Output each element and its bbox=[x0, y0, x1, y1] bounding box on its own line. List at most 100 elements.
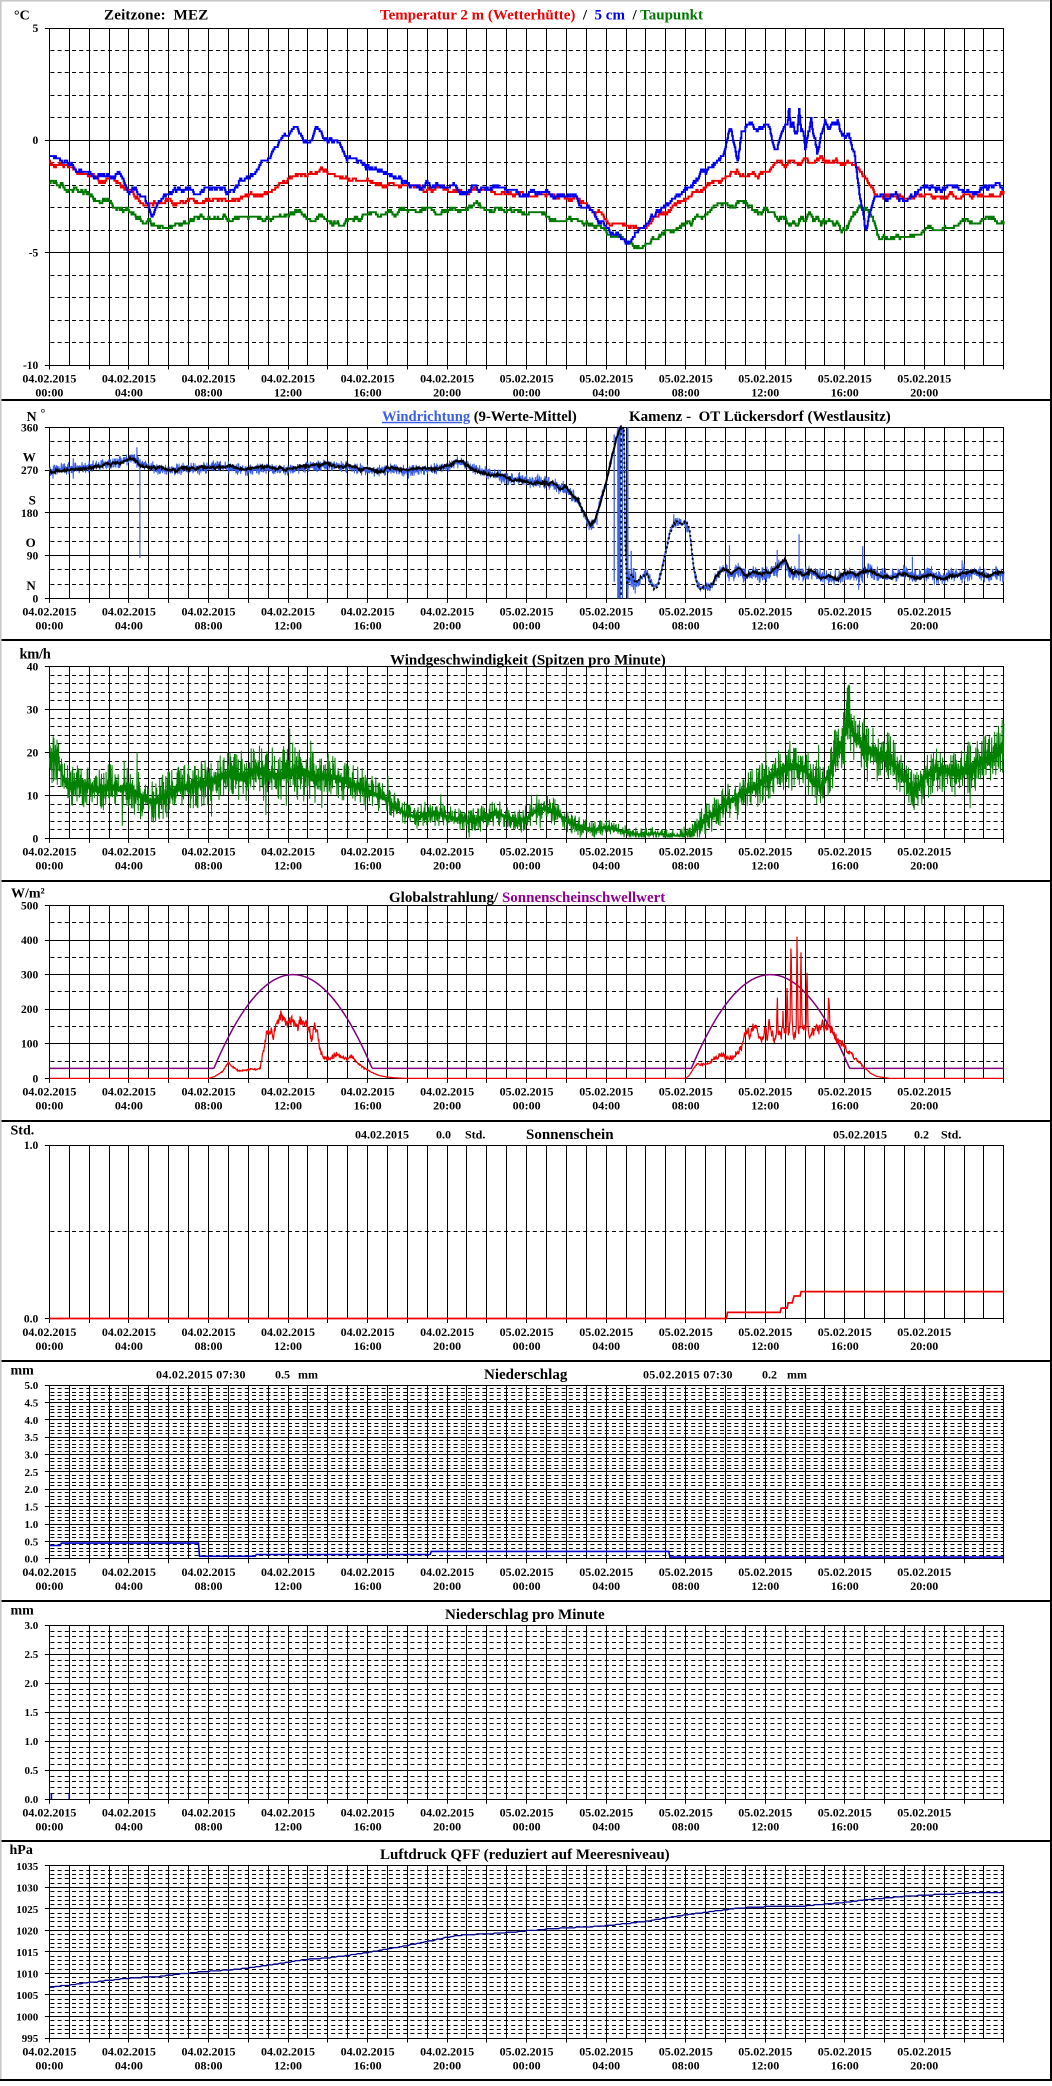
svg-text:05.02.2015: 05.02.2015 bbox=[818, 1325, 872, 1339]
svg-text:04.02.2015: 04.02.2015 bbox=[22, 2044, 76, 2058]
svg-text:300: 300 bbox=[21, 970, 39, 982]
svg-text:-10: -10 bbox=[23, 360, 39, 372]
svg-text:Std.: Std. bbox=[941, 1128, 961, 1142]
svg-text:20:00: 20:00 bbox=[910, 619, 938, 633]
svg-text:05.02.2015 07:30: 05.02.2015 07:30 bbox=[643, 1368, 733, 1382]
svg-text:08:00: 08:00 bbox=[195, 859, 223, 873]
svg-text:20:00: 20:00 bbox=[910, 1339, 938, 1353]
svg-text:05.02.2015: 05.02.2015 bbox=[579, 371, 633, 385]
svg-text:20:00: 20:00 bbox=[433, 859, 461, 873]
svg-text:12:00: 12:00 bbox=[751, 1579, 779, 1593]
svg-text:00:00: 00:00 bbox=[513, 859, 541, 873]
svg-text:04.02.2015: 04.02.2015 bbox=[261, 2044, 315, 2058]
svg-text:0: 0 bbox=[33, 593, 39, 605]
svg-text:04.02.2015: 04.02.2015 bbox=[182, 2044, 236, 2058]
svg-text:20:00: 20:00 bbox=[910, 1099, 938, 1113]
svg-text:5.0: 5.0 bbox=[25, 1380, 39, 1392]
svg-text:04.02.2015: 04.02.2015 bbox=[261, 845, 315, 859]
svg-text:-5: -5 bbox=[29, 248, 39, 260]
svg-text:3.0: 3.0 bbox=[25, 1450, 39, 1462]
svg-text:20:00: 20:00 bbox=[433, 1339, 461, 1353]
svg-text:04.02.2015: 04.02.2015 bbox=[261, 605, 315, 619]
svg-text:04:00: 04:00 bbox=[592, 2058, 620, 2072]
svg-text:1.0: 1.0 bbox=[25, 1736, 39, 1748]
svg-text:Niederschlag pro Minute: Niederschlag pro Minute bbox=[445, 1607, 605, 1623]
svg-text:N: N bbox=[27, 410, 37, 425]
svg-text:05.02.2015: 05.02.2015 bbox=[659, 1085, 713, 1099]
svg-text:05.02.2015: 05.02.2015 bbox=[818, 845, 872, 859]
svg-text:16:00: 16:00 bbox=[831, 1099, 859, 1113]
svg-text:05.02.2015: 05.02.2015 bbox=[738, 1085, 792, 1099]
svg-text:04.02.2015: 04.02.2015 bbox=[341, 1806, 395, 1820]
svg-text:04.02.2015: 04.02.2015 bbox=[22, 1565, 76, 1579]
svg-text:08:00: 08:00 bbox=[195, 1820, 223, 1834]
svg-text:04:00: 04:00 bbox=[115, 2058, 143, 2072]
svg-text:30: 30 bbox=[27, 704, 39, 716]
svg-text:08:00: 08:00 bbox=[672, 1820, 700, 1834]
svg-text:16:00: 16:00 bbox=[831, 619, 859, 633]
svg-text:04.02.2015: 04.02.2015 bbox=[341, 605, 395, 619]
svg-text:995: 995 bbox=[22, 2033, 39, 2045]
svg-text:08:00: 08:00 bbox=[672, 1099, 700, 1113]
svg-text:00:00: 00:00 bbox=[513, 1099, 541, 1113]
svg-text:20:00: 20:00 bbox=[433, 619, 461, 633]
svg-text:05.02.2015: 05.02.2015 bbox=[738, 845, 792, 859]
svg-text:04.02.2015: 04.02.2015 bbox=[102, 1085, 156, 1099]
svg-text:05.02.2015: 05.02.2015 bbox=[579, 1806, 633, 1820]
svg-text:12:00: 12:00 bbox=[274, 2058, 302, 2072]
svg-text:Windgeschwindigkeit (Spitzen p: Windgeschwindigkeit (Spitzen pro Minute) bbox=[390, 652, 666, 668]
svg-text:90: 90 bbox=[27, 551, 39, 563]
svg-text:05.02.2015: 05.02.2015 bbox=[897, 1085, 951, 1099]
svg-text:12:00: 12:00 bbox=[274, 1099, 302, 1113]
svg-text:04:00: 04:00 bbox=[115, 1579, 143, 1593]
svg-text:Luftdruck QFF (reduziert auf M: Luftdruck QFF (reduziert auf Meeresnivea… bbox=[380, 1847, 670, 1863]
svg-text:05.02.2015: 05.02.2015 bbox=[738, 605, 792, 619]
svg-text:40: 40 bbox=[27, 661, 39, 673]
svg-text:Windrichtung (9-Werte-Mittel): Windrichtung (9-Werte-Mittel) bbox=[382, 409, 577, 425]
svg-text:04.02.2015: 04.02.2015 bbox=[102, 605, 156, 619]
svg-text:05.02.2015: 05.02.2015 bbox=[818, 605, 872, 619]
svg-text:04.02.2015: 04.02.2015 bbox=[420, 605, 474, 619]
svg-text:04:00: 04:00 bbox=[115, 619, 143, 633]
svg-text:20:00: 20:00 bbox=[433, 385, 461, 399]
svg-text:08:00: 08:00 bbox=[672, 1579, 700, 1593]
svg-text:04.02.2015: 04.02.2015 bbox=[420, 371, 474, 385]
svg-text:12:00: 12:00 bbox=[274, 859, 302, 873]
svg-text:2.5: 2.5 bbox=[25, 1649, 39, 1661]
svg-text:04.02.2015: 04.02.2015 bbox=[261, 1325, 315, 1339]
svg-text:12:00: 12:00 bbox=[751, 385, 779, 399]
svg-text:3.0: 3.0 bbox=[25, 1620, 39, 1632]
svg-text:20:00: 20:00 bbox=[433, 1099, 461, 1113]
svg-text:04.02.2015: 04.02.2015 bbox=[102, 1806, 156, 1820]
svg-text:1005: 1005 bbox=[16, 1990, 39, 2002]
svg-text:04.02.2015: 04.02.2015 bbox=[102, 371, 156, 385]
svg-text:04.02.2015 07:30: 04.02.2015 07:30 bbox=[156, 1368, 246, 1382]
svg-text:1.5: 1.5 bbox=[25, 1707, 39, 1719]
svg-text:05.02.2015: 05.02.2015 bbox=[579, 2044, 633, 2058]
svg-text:04:00: 04:00 bbox=[115, 859, 143, 873]
svg-text:04:00: 04:00 bbox=[115, 1820, 143, 1834]
svg-text:500: 500 bbox=[21, 900, 39, 912]
svg-text:08:00: 08:00 bbox=[195, 1339, 223, 1353]
svg-text:270: 270 bbox=[21, 465, 39, 477]
svg-text:05.02.2015: 05.02.2015 bbox=[897, 605, 951, 619]
svg-text:1030: 1030 bbox=[16, 1882, 39, 1894]
svg-text:05.02.2015: 05.02.2015 bbox=[500, 605, 554, 619]
svg-text:16:00: 16:00 bbox=[354, 2058, 382, 2072]
svg-text:05.02.2015: 05.02.2015 bbox=[579, 845, 633, 859]
svg-text:1.0: 1.0 bbox=[24, 1140, 39, 1152]
svg-text:16:00: 16:00 bbox=[354, 1820, 382, 1834]
svg-text:1000: 1000 bbox=[16, 2011, 39, 2023]
svg-text:04:00: 04:00 bbox=[592, 619, 620, 633]
svg-text:S: S bbox=[29, 492, 36, 507]
svg-text:00:00: 00:00 bbox=[35, 2058, 63, 2072]
svg-text:05.02.2015: 05.02.2015 bbox=[659, 1806, 713, 1820]
svg-text:04.02.2015: 04.02.2015 bbox=[261, 1085, 315, 1099]
svg-text:05.02.2015: 05.02.2015 bbox=[500, 2044, 554, 2058]
svg-text:W/m²: W/m² bbox=[11, 887, 45, 902]
svg-text:00:00: 00:00 bbox=[513, 2058, 541, 2072]
svg-text:16:00: 16:00 bbox=[831, 2058, 859, 2072]
svg-text:08:00: 08:00 bbox=[195, 2058, 223, 2072]
svg-text:20:00: 20:00 bbox=[910, 2058, 938, 2072]
svg-text:N: N bbox=[26, 578, 36, 593]
